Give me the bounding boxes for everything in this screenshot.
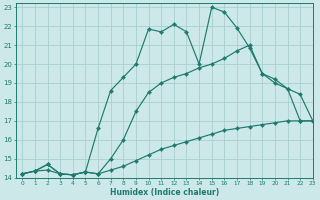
X-axis label: Humidex (Indice chaleur): Humidex (Indice chaleur) xyxy=(110,188,219,197)
